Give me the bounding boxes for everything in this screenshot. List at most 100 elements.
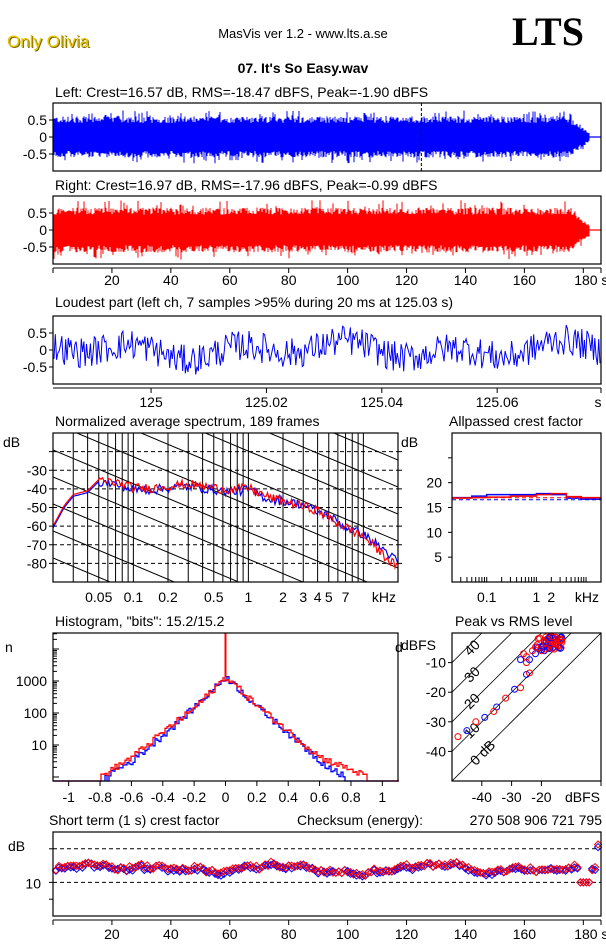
pvr-cluster-point: [553, 639, 561, 647]
stcrest-point-left: [425, 860, 435, 869]
loudest-xtick-label: 125: [139, 394, 163, 410]
right-waveform-ytick-label: 0.5: [28, 205, 48, 221]
crest-ytick-label: 20: [426, 475, 442, 491]
crest-xtick-label: 1: [532, 589, 540, 605]
artist-name: Only Olivia: [7, 32, 90, 51]
stcrest-point-right: [54, 861, 64, 871]
crest-ytick-label: 5: [434, 549, 442, 565]
stcrest-point-left: [166, 865, 176, 874]
right-waveform-title: Right: Crest=16.97 dB, RMS=-17.96 dBFS, …: [55, 177, 437, 193]
crest-xlabel: kHz: [575, 589, 599, 605]
lts-logo: LTS: [512, 9, 584, 54]
stcrest-point-right: [352, 868, 361, 878]
stcrest-frame: [52, 831, 602, 917]
pvr-frame: [451, 632, 602, 782]
stcrest-point-right: [254, 865, 264, 874]
stcrest-point-right: [131, 863, 140, 872]
pvr-diagonal: [452, 633, 483, 663]
stcrest-point-left: [461, 864, 470, 873]
stcrest-point-left: [567, 865, 576, 874]
pvr-point-right: [517, 684, 525, 692]
spectrum-xtick-label: 0.05: [85, 589, 112, 605]
stcrest-point-right: [526, 863, 535, 872]
stcrest-point-right: [561, 864, 570, 874]
histogram-xtick-label: 0.4: [278, 789, 298, 805]
pvr-cluster-point: [532, 643, 540, 651]
loudest-ytick-label: -0.5: [23, 359, 47, 375]
pvr-diagonal-label: 40: [461, 636, 483, 658]
stcrest-point-left: [393, 864, 402, 874]
spectrum-slope-line: [268, 433, 398, 488]
stcrest-point-left: [484, 869, 494, 878]
stcrest-point-left: [590, 865, 600, 875]
crest-xtick-label: 2: [547, 589, 555, 605]
pvr-xlabel: dBFS: [565, 789, 600, 805]
stcrest-point-right: [464, 862, 473, 872]
stcrest-xtick-label: 180 s: [574, 926, 606, 942]
histogram-ytick-label: 100: [24, 705, 48, 721]
stcrest-point-right: [172, 864, 181, 873]
stcrest-title: Short term (1 s) crest factor: [49, 812, 220, 828]
crest-ytick-label: 10: [426, 524, 442, 540]
histogram-xtick-label: 0.6: [310, 789, 330, 805]
stcrest-point-left: [561, 866, 570, 875]
right-waveform-signal: [53, 200, 601, 260]
histogram-xtick-label: -0.8: [88, 789, 112, 805]
stcrest-point-right: [216, 868, 226, 877]
pvr-cluster-point: [549, 633, 557, 641]
stcrest-point-left: [60, 864, 70, 873]
stcrest-point-right: [399, 861, 408, 871]
left-waveform-title: Left: Crest=16.57 dB, RMS=-18.47 dBFS, P…: [55, 84, 428, 100]
stcrest-point-right: [346, 867, 355, 877]
pvr-point-right: [490, 707, 498, 715]
stcrest-point-left: [287, 864, 296, 873]
stcrest-point-left: [390, 866, 400, 875]
spectrum-xtick-label: 0.1: [124, 589, 144, 605]
loudest-title: Loudest part (left ch, 7 samples >95% du…: [55, 294, 453, 310]
stcrest-point-left: [490, 868, 500, 878]
histogram-xtick-label: -0.4: [151, 789, 175, 805]
crest-series-left: [452, 492, 602, 500]
histogram-xtick-label: 0.8: [341, 789, 361, 805]
pvr-ylabel: dBFS: [401, 637, 436, 653]
loudest-xtick-label: 125.02: [245, 394, 288, 410]
spectrum-ytick-label: -60: [27, 518, 47, 534]
stcrest-point-right: [316, 865, 326, 875]
checksum-value: 270 508 906 721 795: [470, 812, 603, 828]
stcrest-point-right: [573, 863, 582, 872]
spectrum-xtick-label: 2: [279, 589, 287, 605]
stcrest-xtick-label: 120: [395, 926, 419, 942]
stcrest-point-left: [308, 863, 317, 873]
pvr-ytick-label: -20: [426, 684, 446, 700]
checksum-label: Checksum (energy):: [297, 812, 423, 828]
pvr-point-left: [463, 727, 471, 735]
spectrum-slope-line: [203, 433, 398, 515]
pvr-point-right: [502, 694, 510, 702]
spectrum-slope-line: [53, 530, 176, 582]
spectrum-slope-line: [53, 476, 305, 582]
stcrest-xtick-label: 60: [222, 926, 238, 942]
stcrest-point-right: [246, 861, 255, 870]
loudest-xtick-label: s: [595, 394, 602, 410]
stcrest-point-right: [281, 863, 290, 873]
pvr-cluster-point: [545, 645, 553, 653]
spectrum-xtick-label: 7: [342, 589, 350, 605]
stcrest-point-right: [334, 867, 344, 876]
pvr-diagonal: [452, 633, 513, 693]
left-waveform-signal: [53, 110, 601, 164]
pvr-ytick-label: -10: [426, 655, 446, 671]
right-waveform-xtick-label: 60: [222, 272, 238, 288]
app-title: MasVis ver 1.2 - www.lts.a.se: [218, 26, 388, 41]
stcrest-point-left: [269, 859, 279, 868]
stcrest-xtick-label: 140: [454, 926, 478, 942]
stcrest-ylabel: dB: [8, 838, 25, 854]
histogram-xtick-label: 1: [378, 789, 386, 805]
histogram-right-label: d: [395, 639, 403, 655]
pvr-xtick-label: -40: [472, 789, 492, 805]
spectrum-xtick-label: 0.5: [204, 589, 224, 605]
stcrest-point-left: [396, 863, 405, 872]
right-waveform-xtick-label: 100: [336, 272, 360, 288]
stcrest-point-right: [434, 859, 444, 869]
stcrest-point-left: [593, 842, 603, 852]
stcrest-point-right: [502, 867, 511, 876]
